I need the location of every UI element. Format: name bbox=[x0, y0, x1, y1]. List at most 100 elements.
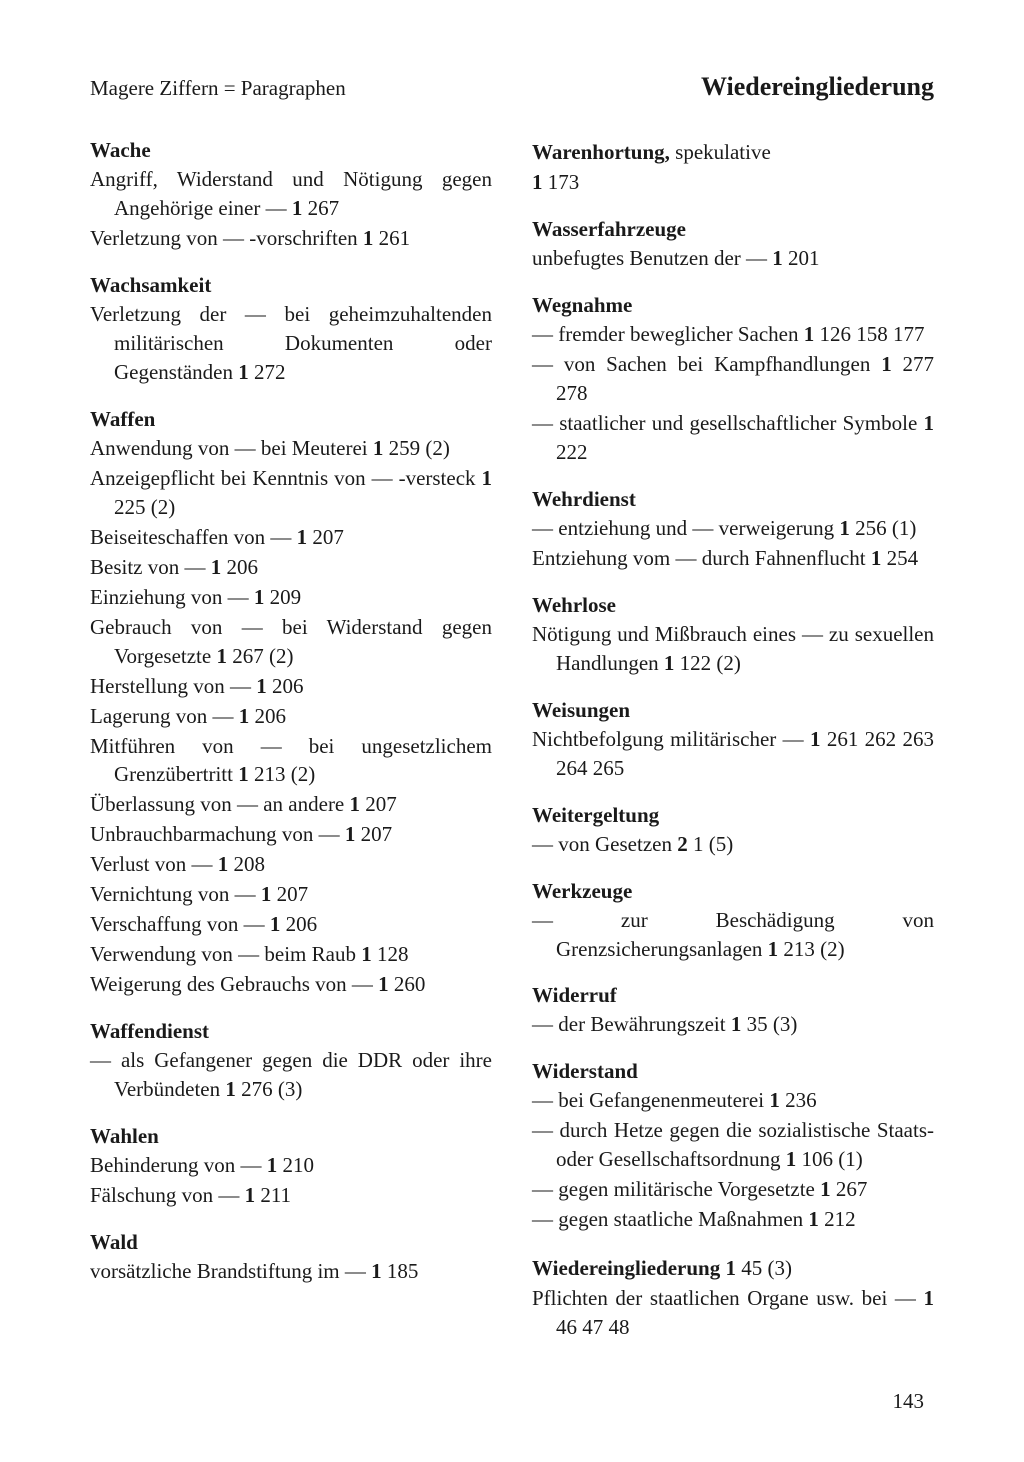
text-fragment: 1 bbox=[924, 411, 935, 435]
text-fragment: — zur Beschädigung von Grenzsicherungsan… bbox=[532, 908, 934, 961]
text-fragment: 1 bbox=[216, 644, 227, 668]
text-fragment: 35 (3) bbox=[741, 1012, 797, 1036]
text-fragment: 1 bbox=[768, 937, 779, 961]
entry-line: Weigerung des Gebrauchs von — 1 260 bbox=[90, 970, 492, 999]
text-fragment: 1 bbox=[211, 555, 222, 579]
text-fragment: Einziehung von — bbox=[90, 585, 254, 609]
text-fragment: 1 bbox=[292, 196, 303, 220]
text-fragment: 2 bbox=[677, 832, 688, 856]
entry-line: — zur Beschädigung von Grenzsicherungsan… bbox=[532, 906, 934, 964]
entry-line: Lagerung von — 1 206 bbox=[90, 702, 492, 731]
text-fragment: Entziehung vom — durch Fahnenflucht bbox=[532, 546, 871, 570]
entry-title: Wiedereingliederung 1 45 (3) bbox=[532, 1254, 934, 1283]
text-fragment: 45 (3) bbox=[736, 1256, 792, 1280]
text-fragment: 1 bbox=[238, 360, 249, 384]
text-fragment: 261 bbox=[373, 226, 410, 250]
entry-line: — der Bewährungszeit 1 35 (3) bbox=[532, 1010, 934, 1039]
text-fragment: 185 bbox=[382, 1259, 419, 1283]
entry-line: Verschaffung von — 1 206 bbox=[90, 910, 492, 939]
text-fragment: Vernichtung von — bbox=[90, 882, 261, 906]
text-fragment: 1 bbox=[871, 546, 882, 570]
index-entry: WahlenBehinderung von — 1 210Fälschung v… bbox=[90, 1124, 492, 1210]
text-fragment: Unbrauchbarmachung von — bbox=[90, 822, 345, 846]
page-number: 143 bbox=[893, 1389, 925, 1414]
entry-line: Anzeigepflicht bei Kenntnis von — -verst… bbox=[90, 464, 492, 522]
entry-line: Mitführen von — bei ungesetzlichem Grenz… bbox=[90, 732, 492, 790]
text-fragment: 210 bbox=[277, 1153, 314, 1177]
entry-title: Wahlen bbox=[90, 1124, 492, 1149]
entry-line: unbefugtes Benutzen der — 1 201 bbox=[532, 244, 934, 273]
text-fragment: 1 bbox=[808, 1207, 819, 1231]
text-fragment: 1 bbox=[270, 912, 281, 936]
text-fragment: Verletzung der — bei geheimzuhaltenden m… bbox=[90, 302, 492, 384]
text-fragment: 260 bbox=[389, 972, 426, 996]
entry-line: Vernichtung von — 1 207 bbox=[90, 880, 492, 909]
entry-line: 1 173 bbox=[532, 168, 934, 197]
text-fragment: Herstellung von — bbox=[90, 674, 256, 698]
entry-title: Waffendienst bbox=[90, 1019, 492, 1044]
text-fragment: 1 bbox=[238, 762, 249, 786]
entry-line: Besitz von — 1 206 bbox=[90, 553, 492, 582]
text-fragment: Verschaffung von — bbox=[90, 912, 270, 936]
entry-line: — gegen militärische Vorgesetzte 1 267 bbox=[532, 1175, 934, 1204]
text-fragment: 1 bbox=[725, 1256, 736, 1280]
text-fragment: 207 bbox=[271, 882, 308, 906]
text-fragment: 1 (5) bbox=[688, 832, 734, 856]
entry-line: — staatlicher und gesellschaftlicher Sym… bbox=[532, 409, 934, 467]
text-fragment: 1 bbox=[261, 882, 272, 906]
text-fragment: 1 bbox=[361, 942, 372, 966]
entry-line: vorsätzliche Brandstiftung im — 1 185 bbox=[90, 1257, 492, 1286]
text-fragment: 1 bbox=[245, 1183, 256, 1207]
entry-line: Verletzung von — -vorschriften 1 261 bbox=[90, 224, 492, 253]
entry-line: Anwendung von — bei Meuterei 1 259 (2) bbox=[90, 434, 492, 463]
entry-line: Verwendung von — beim Raub 1 128 bbox=[90, 940, 492, 969]
text-fragment: 1 bbox=[769, 1088, 780, 1112]
entry-title: Wasserfahrzeuge bbox=[532, 217, 934, 242]
text-fragment: 1 bbox=[482, 466, 493, 490]
text-fragment: — bei Gefangenenmeuterei bbox=[532, 1088, 769, 1112]
text-fragment: Nichtbefolgung militärischer — bbox=[532, 727, 810, 751]
text-fragment: Anzeigepflicht bei Kenntnis von — -verst… bbox=[90, 466, 482, 490]
text-fragment: spekulative bbox=[670, 140, 771, 164]
text-fragment: 267 (2) bbox=[227, 644, 294, 668]
entry-title: Wehrdienst bbox=[532, 487, 934, 512]
text-fragment: vorsätzliche Brandstiftung im — bbox=[90, 1259, 371, 1283]
entry-line: Behinderung von — 1 210 bbox=[90, 1151, 492, 1180]
text-fragment: Pflichten der staatlichen Organe usw. be… bbox=[532, 1286, 924, 1310]
text-fragment: 1 bbox=[239, 704, 250, 728]
column-right: Warenhortung, spekulative1 173Wasserfahr… bbox=[532, 138, 934, 1362]
text-fragment: 1 bbox=[345, 822, 356, 846]
text-fragment: 259 (2) bbox=[383, 436, 450, 460]
text-fragment: 1 bbox=[810, 727, 821, 751]
text-fragment: — der Bewährungszeit bbox=[532, 1012, 731, 1036]
index-entry: WaffenAnwendung von — bei Meuterei 1 259… bbox=[90, 407, 492, 999]
index-entry: WachsamkeitVerletzung der — bei geheimzu… bbox=[90, 273, 492, 387]
text-fragment: 206 bbox=[249, 704, 286, 728]
text-fragment: 201 bbox=[783, 246, 820, 270]
text-fragment: Besitz von — bbox=[90, 555, 211, 579]
text-fragment: unbefugtes Benutzen der — bbox=[532, 246, 772, 270]
text-fragment: 254 bbox=[881, 546, 918, 570]
text-fragment: 208 bbox=[228, 852, 265, 876]
text-fragment: 213 (2) bbox=[778, 937, 845, 961]
text-fragment: 173 bbox=[543, 170, 580, 194]
text-fragment: 1 bbox=[804, 322, 815, 346]
text-fragment: 1 bbox=[350, 792, 361, 816]
entry-title: Werkzeuge bbox=[532, 879, 934, 904]
text-fragment: 1 bbox=[267, 1153, 278, 1177]
entry-title: Weisungen bbox=[532, 698, 934, 723]
text-fragment: 206 bbox=[267, 674, 304, 698]
header-row: Magere Ziffern = Paragraphen Wiedereingl… bbox=[90, 72, 934, 102]
entry-title: Wald bbox=[90, 1230, 492, 1255]
text-fragment: 222 bbox=[556, 440, 588, 464]
entry-title: Widerruf bbox=[532, 983, 934, 1008]
entry-line: Fälschung von — 1 211 bbox=[90, 1181, 492, 1210]
header-title: Wiedereingliederung bbox=[701, 72, 934, 102]
index-entry: Waldvorsätzliche Brandstiftung im — 1 18… bbox=[90, 1230, 492, 1286]
text-fragment: Behinderung von — bbox=[90, 1153, 267, 1177]
text-fragment: — gegen staatliche Maßnahmen bbox=[532, 1207, 808, 1231]
text-fragment: 212 bbox=[819, 1207, 856, 1231]
text-fragment: 1 bbox=[256, 674, 267, 698]
text-fragment: 122 (2) bbox=[674, 651, 741, 675]
text-fragment: Verwendung von — beim Raub bbox=[90, 942, 361, 966]
